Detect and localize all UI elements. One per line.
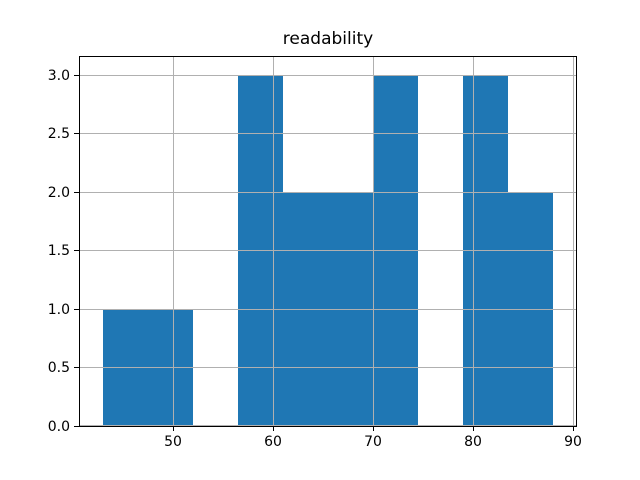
y-tick	[74, 367, 79, 368]
y-tick-label: 1.5	[47, 242, 70, 259]
x-tick-label: 60	[264, 434, 282, 450]
x-tick	[173, 427, 174, 431]
histogram-bar	[283, 191, 328, 426]
y-tick	[74, 133, 79, 134]
y-tick	[74, 250, 79, 251]
y-tick-label: 0.0	[47, 418, 70, 435]
histogram-bar	[328, 191, 373, 426]
x-tick-label: 90	[564, 434, 582, 450]
x-gridline	[173, 57, 174, 426]
y-tick	[74, 75, 79, 76]
x-tick-label: 80	[464, 434, 482, 450]
x-tick	[373, 427, 374, 431]
y-gridline	[80, 250, 576, 251]
x-gridline	[373, 57, 374, 426]
x-tick-label: 70	[364, 434, 382, 450]
y-tick-label: 1.0	[47, 301, 70, 318]
y-tick	[74, 309, 79, 310]
y-tick-label: 2.0	[47, 184, 70, 201]
y-gridline	[80, 425, 576, 426]
y-gridline	[80, 367, 576, 368]
y-gridline	[80, 75, 576, 76]
histogram-bar	[508, 191, 553, 426]
x-tick	[273, 427, 274, 431]
x-gridline	[473, 57, 474, 426]
y-tick	[74, 426, 79, 427]
x-tick	[573, 427, 574, 431]
chart-title: readability	[282, 29, 374, 49]
plot-area	[79, 56, 577, 427]
x-gridline	[273, 57, 274, 426]
x-tick	[473, 427, 474, 431]
y-gridline	[80, 192, 576, 193]
y-gridline	[80, 309, 576, 310]
y-tick-label: 3.0	[47, 67, 70, 84]
x-tick-label: 50	[164, 434, 182, 450]
y-tick-label: 2.5	[47, 125, 70, 142]
y-tick	[74, 192, 79, 193]
y-gridline	[80, 133, 576, 134]
x-gridline	[573, 57, 574, 426]
y-tick-label: 0.5	[47, 359, 70, 376]
